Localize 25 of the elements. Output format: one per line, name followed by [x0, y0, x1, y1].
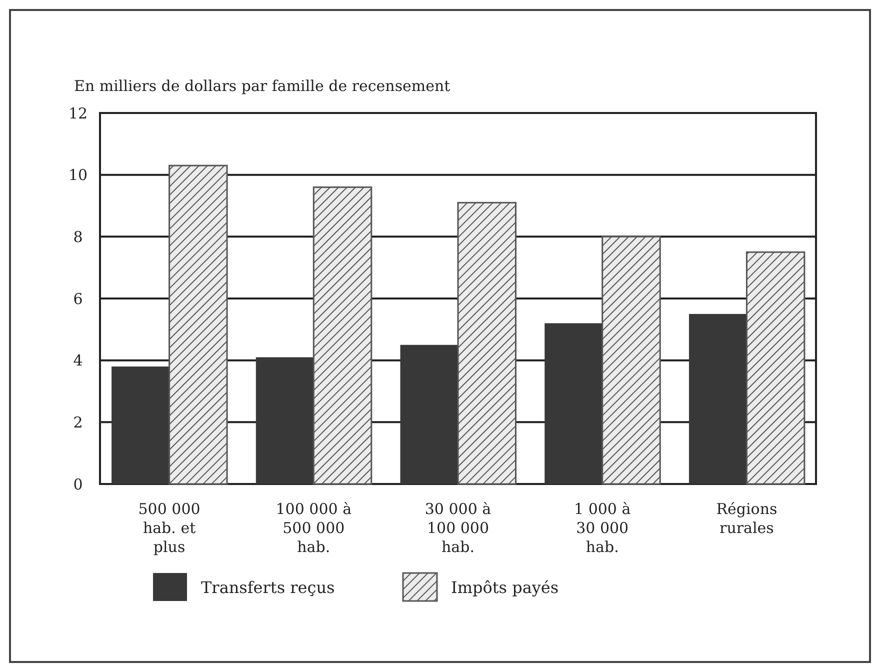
y-tick-label: 12	[68, 104, 88, 122]
x-tick-label: Régions rurales	[716, 500, 778, 537]
x-tick-label: 500 000 hab. et plus	[138, 500, 200, 556]
x-tick-label: 100 000 à 500 000 hab.	[276, 500, 352, 556]
bar	[112, 366, 170, 484]
y-tick-label: 8	[73, 228, 83, 246]
bar	[168, 164, 228, 485]
y-tick-label: 4	[73, 352, 83, 370]
y-axis-title: En milliers de dollars par famille de recensement	[74, 77, 450, 95]
bar	[544, 323, 602, 484]
bar	[457, 202, 516, 485]
y-tick-label: 0	[73, 475, 83, 494]
x-tick-label: 30 000 à 100 000 hab.	[424, 500, 492, 556]
y-tick-label: 10	[68, 166, 88, 184]
y-tick-label: 2	[73, 413, 83, 432]
bar	[256, 357, 314, 484]
legend-label: Impôts payés	[451, 578, 559, 597]
bar	[312, 186, 372, 485]
bar	[746, 251, 806, 485]
bar	[688, 314, 747, 484]
bar	[602, 236, 661, 485]
legend-label: Transferts reçus	[201, 578, 335, 597]
y-tick-label: 6	[73, 290, 83, 308]
x-tick-label: 1 000 à 30 000 hab.	[574, 500, 631, 556]
bar	[400, 344, 458, 484]
